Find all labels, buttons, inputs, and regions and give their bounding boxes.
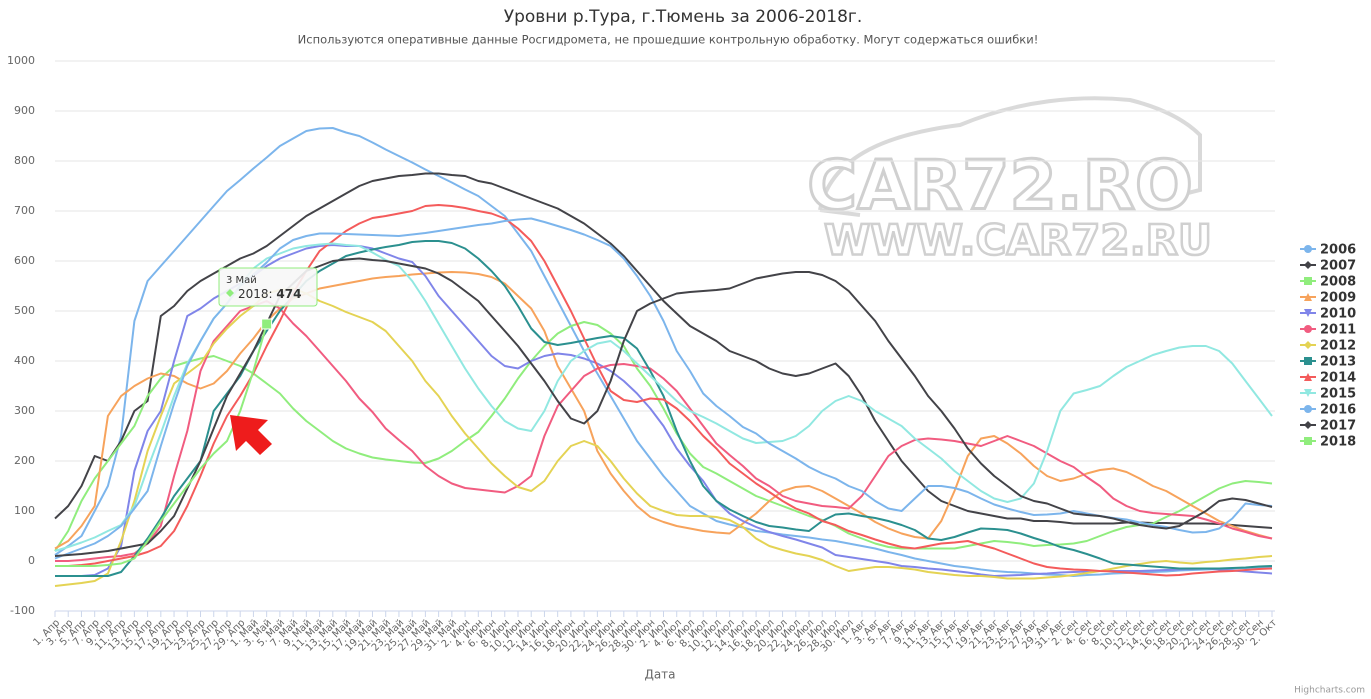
watermark-text: CAR72.RO [807,147,1193,226]
y-tick-label: 700 [14,204,35,217]
legend-symbol [1304,245,1312,253]
legend-label[interactable]: 2011 [1320,323,1356,338]
legend-symbol [1304,405,1312,413]
legend-label[interactable]: 2007 [1320,259,1356,274]
legend-label[interactable]: 2017 [1320,419,1356,434]
tooltip-title: 3 Май [226,275,257,286]
legend-symbol [1304,293,1312,301]
legend-symbol [1304,437,1312,445]
chart-subtitle: Используются оперативные данные Росгидро… [298,33,1039,47]
legend-symbol [1304,309,1312,317]
series-line [54,321,1273,552]
legend-symbol [1304,373,1312,381]
series-line [54,242,1273,552]
legend-label[interactable]: 2010 [1320,307,1356,322]
y-tick-label: 400 [14,354,35,367]
y-tick-label: -100 [10,604,35,617]
y-tick-label: 100 [14,504,35,517]
chart-title: Уровни р.Тура, г.Тюмень за 2006-2018г. [504,7,863,27]
legend: 2006200720082009201020112012201320142015… [1300,243,1356,450]
legend-symbol [1304,357,1312,365]
series-line [55,323,268,567]
y-tick-label: 0 [28,554,35,567]
legend-label[interactable]: 2018 [1320,435,1356,450]
plot [54,127,1273,587]
watermark: CAR72.RO WWW.CAR72.RU [806,96,1213,266]
series-line [55,204,1273,577]
legend-symbol [1304,277,1312,285]
y-tick-label: 1000 [7,54,35,67]
y-tick-label: 900 [14,104,35,117]
legend-symbol [1304,325,1312,333]
series-line [54,257,1273,557]
credit[interactable]: Highcharts.com [1294,686,1365,696]
tooltip-value: 474 [276,287,301,301]
hover-marker [261,318,273,330]
legend-symbol [1304,421,1312,429]
legend-label[interactable]: 2016 [1320,403,1356,418]
tooltip-box [218,267,318,307]
watermark-url: WWW.CAR72.RU [824,216,1212,265]
x-axis-title: Дата [644,668,675,682]
red-arrow [230,415,272,455]
y-tick-label: 200 [14,454,35,467]
legend-symbol [1304,261,1312,269]
series-line [54,271,1273,550]
y-tick-label: 600 [14,254,35,267]
y-tick-label: 500 [14,304,35,317]
tooltip-symbol [226,289,234,297]
legend-symbol [1304,389,1312,397]
legend-label[interactable]: 2006 [1320,243,1356,258]
legend-label[interactable]: 2009 [1320,291,1356,306]
legend-label[interactable]: 2015 [1320,387,1356,402]
y-tick-label: 800 [14,154,35,167]
series-line [54,172,1273,529]
legend-label[interactable]: 2013 [1320,355,1356,370]
tooltip: 3 Май 2018: 474 [218,267,318,307]
legend-symbol [1304,341,1312,349]
legend-label[interactable]: 2014 [1320,371,1356,386]
legend-label[interactable]: 2012 [1320,339,1356,354]
tooltip-text: 2018: 474 [238,287,301,301]
legend-label[interactable]: 2008 [1320,275,1356,290]
tooltip-label: 2018: [238,287,273,301]
series-line [55,240,1273,577]
y-tick-label: 300 [14,404,35,417]
